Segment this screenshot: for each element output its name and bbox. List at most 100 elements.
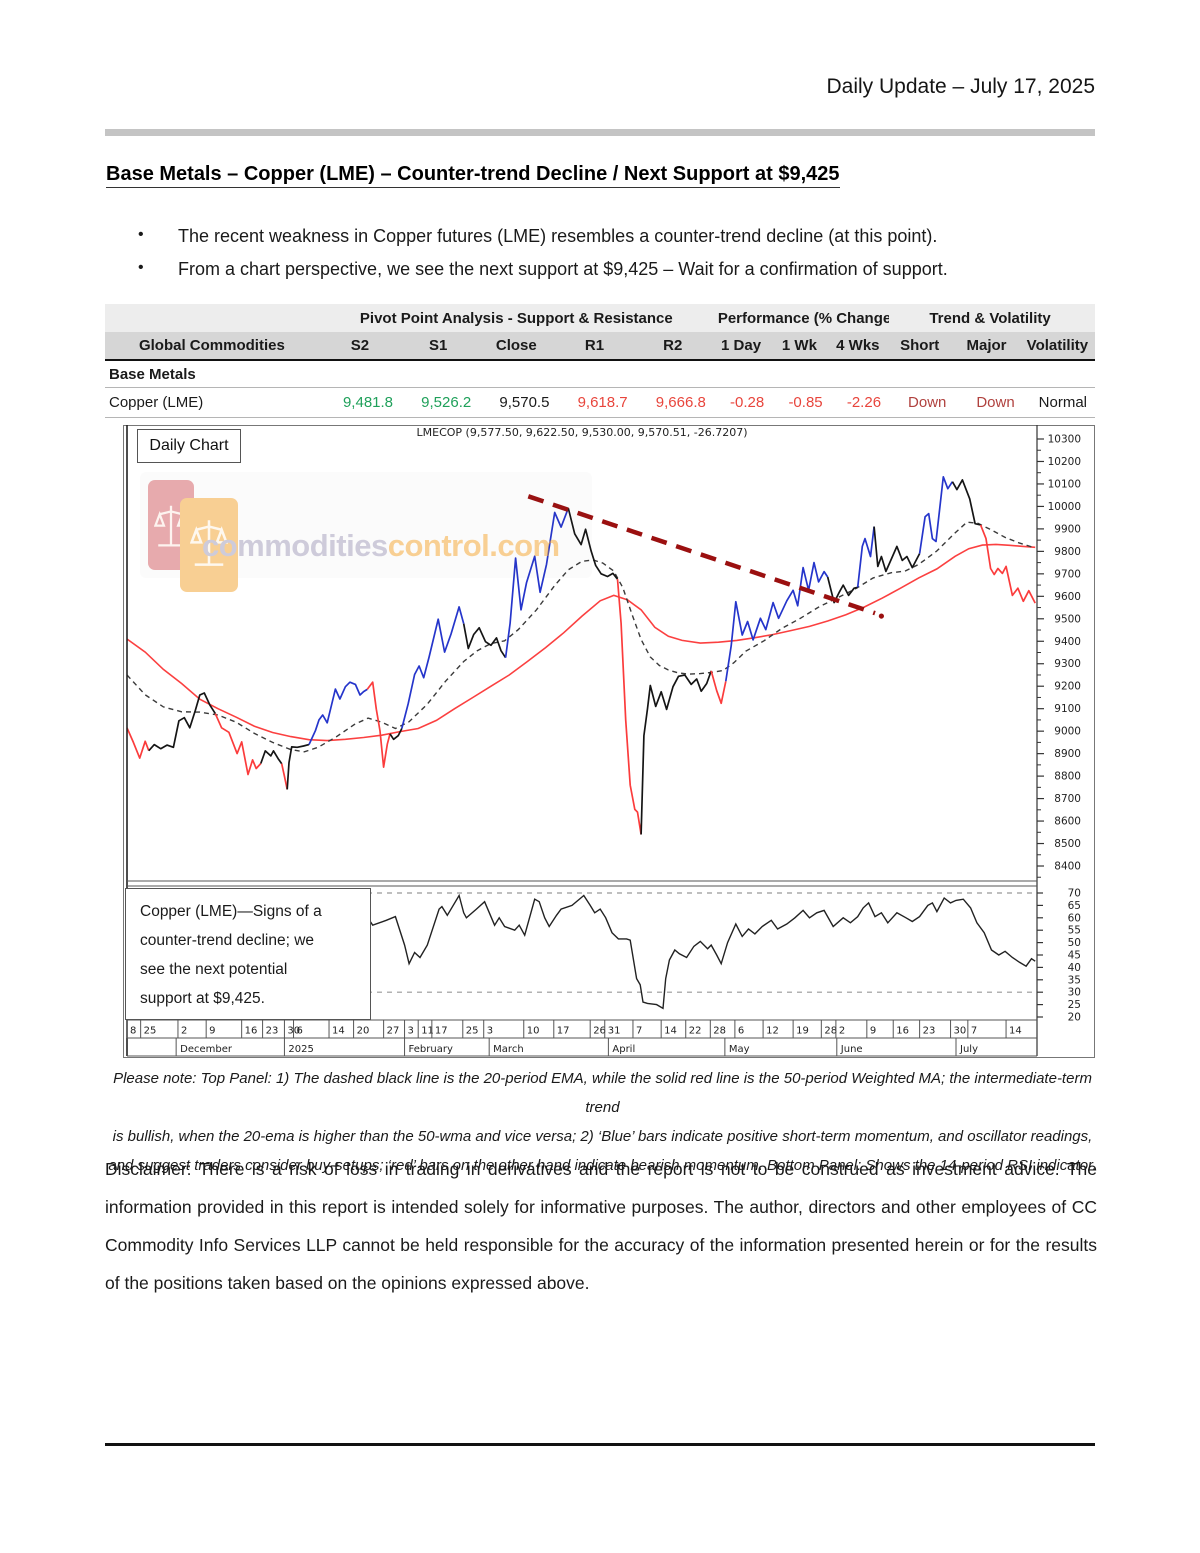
table-column-header: Short [889, 332, 955, 361]
svg-text:26: 26 [593, 1026, 606, 1037]
table-group-header: Performance (% Change) [713, 304, 890, 332]
svg-text:19: 19 [796, 1026, 809, 1037]
price-segment-blue [400, 606, 465, 729]
table-cell: 9,618.7 [557, 387, 636, 418]
svg-text:2025: 2025 [288, 1044, 313, 1055]
svg-text:7: 7 [636, 1026, 642, 1037]
svg-text:31: 31 [608, 1026, 621, 1037]
price-segment-black [286, 743, 310, 790]
svg-text:12: 12 [766, 1026, 779, 1037]
svg-text:July: July [959, 1044, 978, 1055]
rsi-line [363, 893, 1036, 1010]
logo-orange-block [180, 498, 238, 592]
bullet-text: The recent weakness in Copper futures (L… [178, 226, 938, 246]
price-segment-black [389, 728, 403, 741]
svg-text:70: 70 [1068, 888, 1081, 900]
svg-text:6: 6 [738, 1026, 744, 1037]
table-group-header: Trend & Volatility [889, 304, 1095, 332]
table-column-header: Major [954, 332, 1023, 361]
price-segment-blue [918, 475, 954, 554]
svg-text:30: 30 [954, 1026, 967, 1037]
price-segment-red [979, 524, 1036, 604]
table-cell: 9,526.2 [401, 387, 480, 418]
svg-text:3: 3 [487, 1026, 493, 1037]
svg-text:6: 6 [297, 1026, 303, 1037]
table-cell: -0.85 [772, 387, 831, 418]
commodities-table: Pivot Point Analysis - Support & Resista… [105, 304, 1095, 418]
svg-text:10300: 10300 [1048, 434, 1081, 446]
bullet-text: From a chart perspective, we see the nex… [178, 259, 948, 279]
price-segment-red [126, 727, 150, 759]
scales-icon [154, 505, 188, 547]
table-cell: -2.26 [830, 387, 890, 418]
svg-text:2: 2 [181, 1026, 187, 1037]
svg-text:9600: 9600 [1054, 591, 1081, 603]
table-column-header: R1 [557, 332, 636, 361]
table-cell: Normal [1022, 387, 1095, 418]
price-segment-red [280, 763, 289, 790]
table-column-header: R2 [635, 332, 714, 361]
svg-text:16: 16 [896, 1026, 909, 1037]
header-divider [105, 129, 1095, 136]
daily-chart-label: Daily Chart [137, 429, 241, 463]
bullet-item: • From a chart perspective, we see the n… [138, 259, 1098, 280]
table-column-header: Global Commodities [105, 332, 323, 361]
table-column-header: 4 Wks [830, 332, 890, 361]
table-column-header: Volatility [1022, 332, 1095, 361]
svg-text:25: 25 [466, 1026, 479, 1037]
svg-text:30: 30 [1068, 987, 1081, 999]
price-segment-red [214, 713, 262, 776]
footer-rule [105, 1443, 1095, 1446]
price-segment-black [873, 526, 921, 573]
svg-text:April: April [612, 1044, 635, 1055]
svg-text:8400: 8400 [1054, 861, 1081, 873]
svg-text:23: 23 [266, 1026, 279, 1037]
svg-text:40: 40 [1068, 962, 1081, 974]
svg-text:9300: 9300 [1054, 658, 1081, 670]
svg-text:65: 65 [1068, 900, 1081, 912]
svg-text:8900: 8900 [1054, 748, 1081, 760]
price-segment-black [826, 576, 858, 604]
svg-text:LMECOP (9,577.50, 9,622.50, 9,: LMECOP (9,577.50, 9,622.50, 9,530.00, 9,… [417, 426, 748, 439]
watermark-logo: commoditiescontrol.com [140, 472, 592, 592]
price-segment-black [640, 670, 713, 835]
svg-text:20: 20 [1068, 1012, 1081, 1024]
svg-text:22: 22 [689, 1026, 702, 1037]
bullet-icon: • [138, 226, 144, 243]
price-segment-blue [504, 507, 570, 658]
svg-text:17: 17 [435, 1026, 448, 1037]
svg-text:9200: 9200 [1054, 681, 1081, 693]
svg-text:March: March [493, 1044, 523, 1055]
table-group-header [105, 304, 323, 332]
price-segment-black [567, 507, 619, 580]
svg-text:9400: 9400 [1054, 636, 1081, 648]
svg-text:February: February [409, 1044, 453, 1055]
svg-text:55: 55 [1068, 925, 1081, 937]
table-row: Copper (LME) 9,481.8 9,526.2 9,570.5 9,618.7… [105, 387, 1095, 418]
disclaimer-text: Disclaimer: There is a risk of loss in t… [105, 1159, 1097, 1293]
table-group-header: Pivot Point Analysis - Support & Resista… [322, 304, 714, 332]
svg-text:2: 2 [839, 1026, 845, 1037]
svg-text:14: 14 [332, 1026, 345, 1037]
watermark-text: commoditiescontrol.com [202, 528, 560, 563]
svg-text:8700: 8700 [1054, 793, 1081, 805]
svg-text:9: 9 [209, 1026, 215, 1037]
svg-text:9900: 9900 [1054, 523, 1081, 535]
svg-text:50: 50 [1068, 937, 1081, 949]
svg-text:25: 25 [144, 1026, 157, 1037]
svg-text:9000: 9000 [1054, 726, 1081, 738]
svg-text:9: 9 [870, 1026, 876, 1037]
price-segment-black [462, 623, 507, 659]
price-segment-black [259, 750, 283, 765]
svg-text:35: 35 [1068, 974, 1081, 986]
table-cell: Down [954, 387, 1023, 418]
table-column-header: S2 [322, 332, 402, 361]
svg-text:10200: 10200 [1048, 456, 1081, 468]
svg-text:9500: 9500 [1054, 613, 1081, 625]
svg-text:8: 8 [130, 1026, 136, 1037]
svg-text:60: 60 [1068, 912, 1081, 924]
section-heading: Base Metals – Copper (LME) – Counter-tre… [106, 163, 840, 188]
svg-text:June: June [840, 1044, 863, 1055]
svg-text:45: 45 [1068, 950, 1081, 962]
